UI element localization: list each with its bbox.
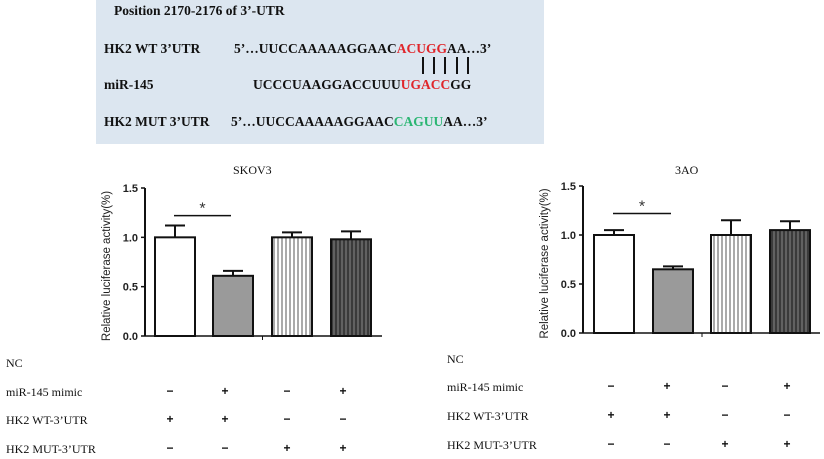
bar — [212, 274, 254, 337]
minus-sign: − — [283, 384, 291, 398]
sequence-panel: Position 2170-2176 of 3’-UTR HK2 WT 3’UT… — [96, 0, 544, 144]
minus-sign: − — [283, 412, 291, 426]
plus-sign: + — [221, 412, 229, 426]
y-tick-label: 0.0 — [123, 331, 138, 343]
plus-sign: + — [721, 437, 729, 451]
minus-sign: − — [783, 408, 791, 422]
mir-label: miR-145 — [104, 77, 154, 92]
y-tick-label: 1.0 — [561, 230, 576, 242]
minus-sign: − — [607, 437, 615, 451]
chart-title-3ao: 3AO — [675, 163, 699, 177]
y-tick-label: 0.5 — [561, 279, 576, 291]
minus-sign: − — [339, 412, 347, 426]
y-axis-label: Relative luciferase activity(%) — [101, 191, 113, 341]
condition-label: HK2 WT-3’UTR — [447, 409, 529, 423]
wt-sequence: 5’…UUCCAAAAAGGAACACUGGAA…3’ — [234, 41, 492, 56]
plus-sign: + — [663, 408, 671, 422]
y-tick-label: 1.0 — [123, 232, 138, 244]
bar — [271, 236, 313, 337]
minus-sign: − — [721, 408, 729, 422]
condition-label: HK2 MUT-3’UTR — [6, 442, 96, 456]
sequence-title: Position 2170-2176 of 3’-UTR — [114, 3, 285, 18]
minus-sign: − — [221, 441, 229, 455]
plus-sign: + — [783, 437, 791, 451]
condition-label: miR-145 mimic — [447, 380, 524, 394]
minus-sign: − — [166, 441, 174, 455]
chart-skov3: 0.0 0.5 1.0 1.5 Relative luciferase activity… — [0, 0, 420, 350]
y-tick-label: 0.0 — [561, 328, 576, 340]
minus-sign: − — [721, 379, 729, 393]
minus-sign: − — [607, 379, 615, 393]
bar — [593, 234, 635, 334]
bar — [330, 238, 372, 338]
plus-sign: + — [339, 441, 347, 455]
condition-label: HK2 MUT-3’UTR — [447, 438, 537, 452]
plus-sign: + — [166, 412, 174, 426]
condition-label: HK2 WT-3’UTR — [6, 413, 88, 427]
y-tick-label: 1.5 — [561, 181, 576, 193]
mir-sequence: UCCCUAAGGACCUUUUGACCGG — [253, 77, 472, 92]
y-tick-label: 0.5 — [123, 282, 138, 294]
wt-label: HK2 WT 3’UTR — [104, 41, 201, 56]
plus-sign: + — [783, 379, 791, 393]
bar — [710, 234, 752, 334]
minus-sign: − — [166, 384, 174, 398]
plus-sign: + — [339, 384, 347, 398]
mut-label: HK2 MUT 3’UTR — [104, 114, 210, 129]
significance-asterisk: * — [639, 198, 645, 215]
plus-sign: + — [283, 441, 291, 455]
bar — [652, 268, 694, 334]
condition-label: NC — [6, 356, 23, 370]
bar — [154, 236, 196, 337]
significance-asterisk: * — [199, 201, 205, 218]
y-axis-label: Relative luciferase activity(%) — [539, 188, 551, 338]
plus-sign: + — [221, 384, 229, 398]
condition-label: NC — [447, 352, 464, 366]
y-tick-label: 1.5 — [123, 183, 138, 195]
chart-3ao: 0.0 0.5 1.0 1.5 Relative luciferase activity… — [539, 181, 820, 340]
plus-sign: + — [607, 408, 615, 422]
plus-sign: + — [663, 379, 671, 393]
chart-title-skov3: SKOV3 — [233, 163, 272, 177]
condition-label: miR-145 mimic — [6, 385, 83, 399]
bar — [769, 229, 811, 335]
minus-sign: − — [663, 437, 671, 451]
mut-sequence: 5’…UUCCAAAAAGGAACCAGUUAA…3’ — [231, 114, 488, 129]
